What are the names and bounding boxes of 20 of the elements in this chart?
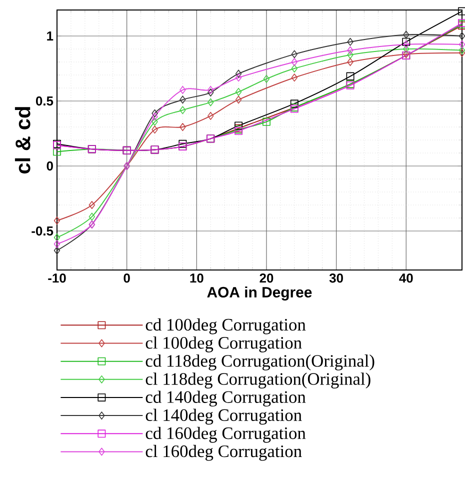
x-tick-label: 0	[124, 274, 130, 283]
y-axis-title: cl & cd	[14, 107, 30, 174]
legend-label: cd 118deg Corrugation(Original)	[146, 354, 374, 370]
x-tick-label: 30	[329, 274, 343, 283]
x-axis-title: AOA in Degree	[207, 286, 312, 301]
legend-label: cd 100deg Corrugation	[146, 318, 306, 334]
legend-label: cl 100deg Corrugation	[146, 336, 302, 352]
legend-label: cd 140deg Corrugation	[146, 390, 306, 407]
y-tick-label: -0.5	[32, 226, 54, 236]
y-tick-label: 0.5	[36, 96, 54, 106]
x-tick-label: -10	[48, 274, 66, 283]
legend-label: cl 140deg Corrugation	[146, 408, 302, 425]
legend-label: cl 118deg Corrugation(Original)	[146, 372, 370, 388]
x-tick-label: 20	[260, 274, 274, 283]
legend-label: cd 160deg Corrugation	[146, 426, 306, 443]
legend-label: cl 160deg Corrugation	[146, 444, 302, 461]
y-tick-label: 1	[47, 32, 54, 40]
y-tick-label: 0	[46, 161, 53, 171]
x-tick-label: 40	[399, 274, 413, 283]
x-tick-label: 10	[190, 274, 204, 283]
